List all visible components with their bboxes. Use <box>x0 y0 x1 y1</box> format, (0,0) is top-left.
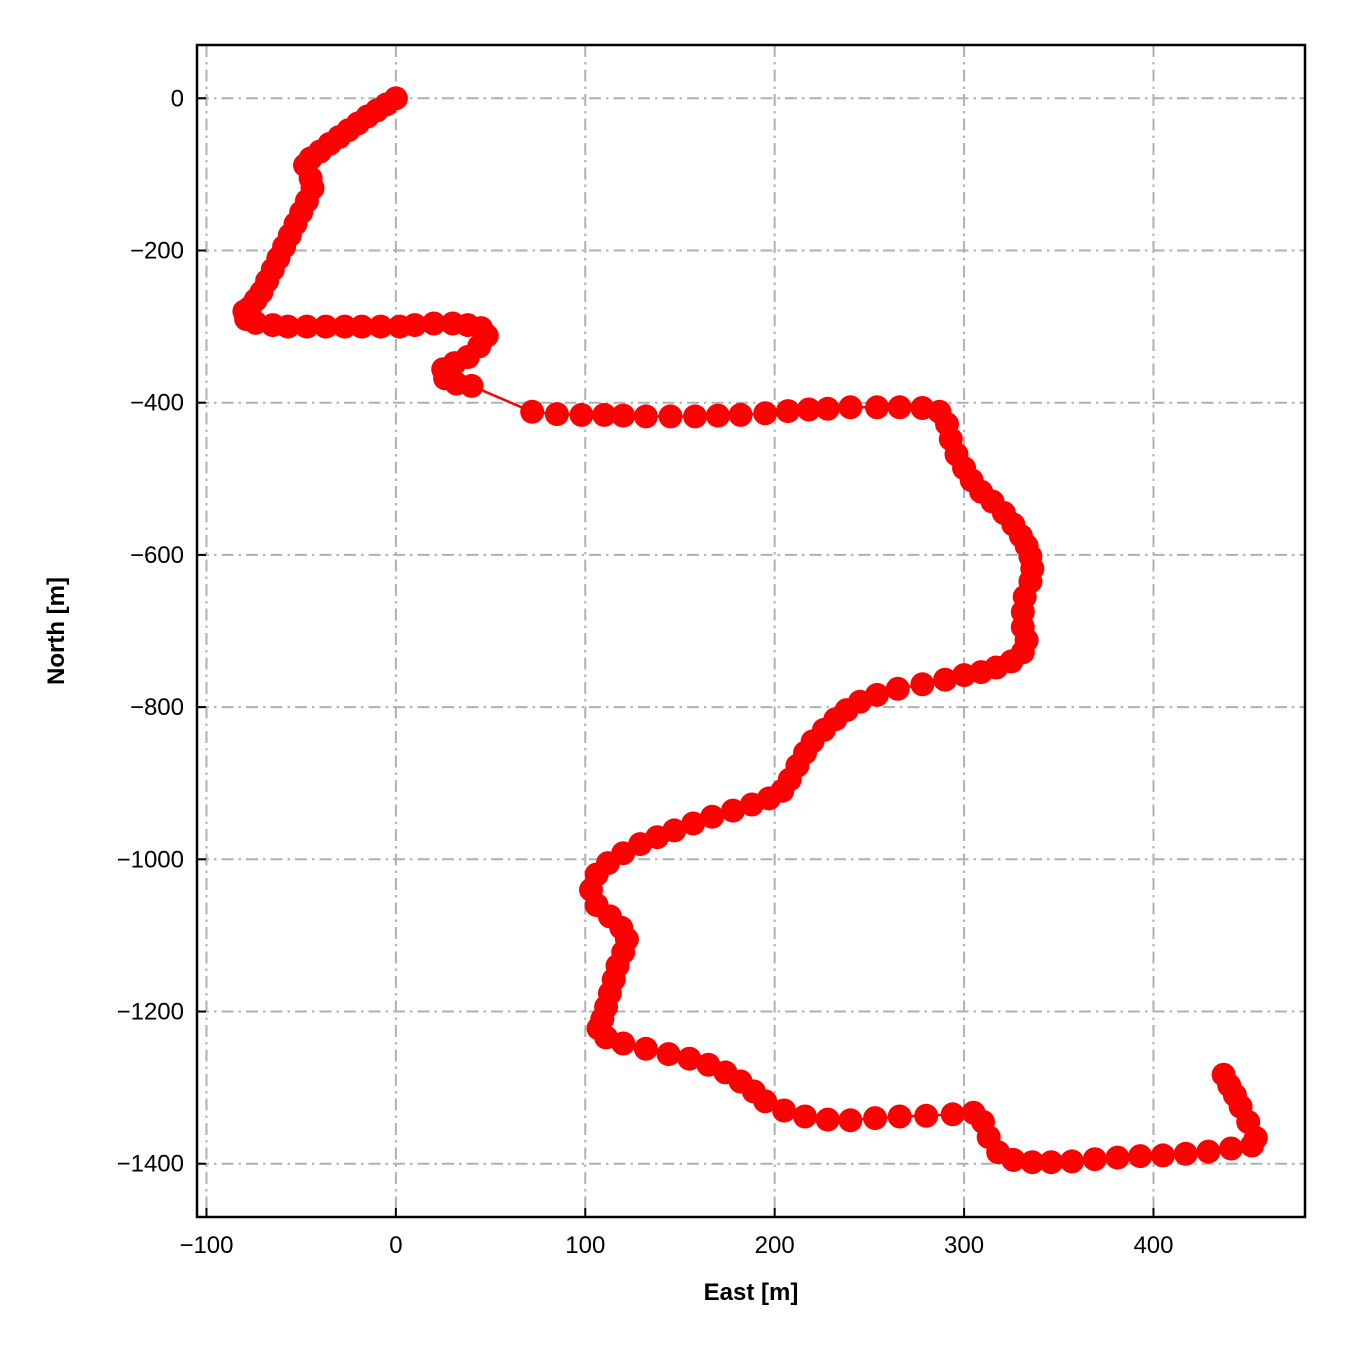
y-tick-label: −800 <box>130 694 184 721</box>
trajectory-point <box>656 1042 681 1067</box>
trajectory-point <box>865 395 889 420</box>
trajectory-point <box>838 395 863 420</box>
trajectory-point <box>1060 1149 1084 1174</box>
trajectory-point <box>772 1098 797 1123</box>
trajectory-point <box>815 396 840 421</box>
y-tick-label: −1200 <box>117 999 184 1026</box>
x-axis-label: East [m] <box>704 1279 799 1306</box>
trajectory-point <box>633 404 658 429</box>
trajectory-point <box>739 792 764 817</box>
trajectory-point <box>1082 1147 1107 1172</box>
trajectory-point <box>815 1107 840 1132</box>
y-tick-label: −200 <box>130 237 184 264</box>
y-tick-label: −400 <box>130 390 184 417</box>
x-tick-label: 200 <box>755 1232 795 1259</box>
trajectory-point <box>863 1106 888 1131</box>
trajectory-point <box>313 314 338 339</box>
trajectory-point <box>349 314 374 339</box>
trajectory-point <box>728 402 753 427</box>
y-tick-label: −600 <box>130 542 184 569</box>
trajectory-point <box>633 1036 658 1061</box>
trajectory-point <box>1219 1136 1244 1161</box>
trajectory-point <box>910 672 935 697</box>
trajectory-point <box>1001 1147 1026 1172</box>
x-tick-label: −100 <box>179 1232 233 1259</box>
trajectory-point <box>1039 1150 1064 1175</box>
trajectory-point <box>952 663 977 688</box>
y-tick-label: 0 <box>171 85 184 112</box>
trajectory-point <box>796 397 821 422</box>
trajectory-point <box>569 402 594 427</box>
trajectory-point <box>933 667 958 692</box>
trajectory-point <box>611 1031 636 1056</box>
trajectory-point <box>887 395 912 420</box>
trajectory-point <box>885 676 910 701</box>
trajectory-point <box>838 1108 863 1133</box>
trajectory-point <box>705 403 730 428</box>
y-axis-label: North [m] <box>43 577 70 685</box>
y-tick-label: −1400 <box>117 1151 184 1178</box>
trajectory-point <box>1211 1062 1236 1087</box>
trajectory-point <box>940 1102 965 1127</box>
trajectory-point <box>1128 1144 1153 1169</box>
grid <box>197 45 1305 1217</box>
trajectory-point <box>1150 1143 1175 1168</box>
trajectory-point <box>332 314 357 339</box>
trajectory-point <box>658 404 683 429</box>
axis-ticks: −100 0 100 200 300 4000−200−400−600−800−1000−… <box>117 85 1174 1259</box>
trajectory-point <box>421 311 446 336</box>
trajectory-point <box>1020 1150 1045 1175</box>
trajectory-point <box>1196 1139 1221 1164</box>
trajectory-point <box>368 314 393 339</box>
x-tick-label: 300 <box>944 1232 984 1259</box>
trajectory-point <box>402 313 427 338</box>
trajectory-point <box>914 1103 939 1128</box>
trajectory-point <box>753 1089 778 1114</box>
x-tick-label: 100 <box>565 1232 605 1259</box>
trajectory-point <box>592 402 617 427</box>
trajectory-point <box>775 399 800 424</box>
plot-frame <box>195 43 1307 1219</box>
y-tick-label: −1000 <box>117 846 184 873</box>
trajectory-point <box>887 1104 912 1129</box>
trajectory-point <box>683 404 708 429</box>
trajectory-point <box>1105 1145 1130 1170</box>
trajectory-point <box>753 401 778 426</box>
trajectory-point <box>793 1104 817 1129</box>
trajectory-point <box>520 399 545 424</box>
x-tick-label: 400 <box>1133 1232 1173 1259</box>
trajectory-point <box>681 811 706 836</box>
trajectory-point <box>459 373 484 398</box>
trajectory-series <box>232 86 1268 1175</box>
trajectory-point <box>611 403 636 428</box>
trajectory-point <box>677 1046 702 1071</box>
trajectory-point <box>1173 1141 1198 1166</box>
x-tick-label: 0 <box>389 1232 402 1259</box>
trajectory-point <box>544 402 569 427</box>
trajectory-point <box>294 314 319 339</box>
trajectory-point <box>721 798 745 823</box>
trajectory-point <box>700 804 725 829</box>
trajectory-point <box>275 314 300 339</box>
